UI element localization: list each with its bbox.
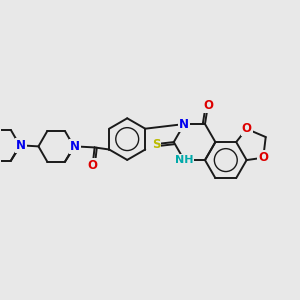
Text: O: O bbox=[242, 122, 252, 135]
Text: NH: NH bbox=[175, 155, 194, 165]
Text: N: N bbox=[16, 139, 26, 152]
Text: O: O bbox=[88, 159, 98, 172]
Text: N: N bbox=[179, 118, 189, 130]
Text: N: N bbox=[70, 140, 80, 153]
Text: O: O bbox=[203, 99, 213, 112]
Text: S: S bbox=[152, 138, 160, 151]
Text: O: O bbox=[258, 151, 268, 164]
